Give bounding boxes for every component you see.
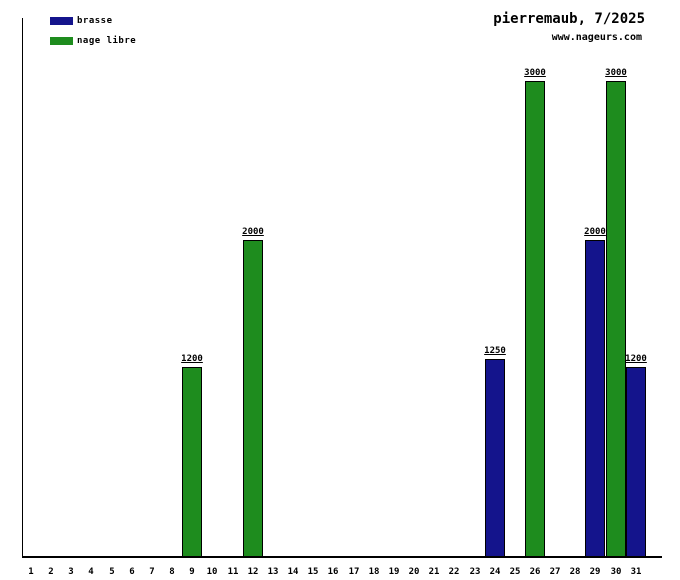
x-tick-label-3: 3 <box>68 567 74 577</box>
x-tick-label-2: 2 <box>48 567 54 577</box>
y-axis-line <box>22 18 23 557</box>
x-tick-label-10: 10 <box>206 567 218 577</box>
legend-swatch-nage-libre <box>50 37 73 45</box>
x-tick-label-1: 1 <box>28 567 34 577</box>
bar-day-31 <box>626 367 646 557</box>
x-tick-label-28: 28 <box>569 567 581 577</box>
legend-label-nage-libre: nage libre <box>77 36 137 46</box>
legend-swatch-brasse <box>50 17 73 25</box>
x-tick-label-15: 15 <box>307 567 319 577</box>
bar-day-9 <box>182 367 202 557</box>
bar-day-26 <box>525 81 545 557</box>
x-tick-label-31: 31 <box>630 567 642 577</box>
legend-item-brasse: brasse <box>50 16 136 26</box>
bar-day-24 <box>485 359 505 557</box>
bar-day-29 <box>585 240 605 557</box>
x-tick-label-18: 18 <box>368 567 380 577</box>
x-tick-label-30: 30 <box>610 567 622 577</box>
chart-subtitle: www.nageurs.com <box>551 32 642 43</box>
x-tick-label-8: 8 <box>169 567 175 577</box>
x-tick-label-27: 27 <box>549 567 561 577</box>
x-tick-label-4: 4 <box>88 567 94 577</box>
x-tick-label-11: 11 <box>227 567 239 577</box>
x-tick-label-5: 5 <box>109 567 115 577</box>
x-tick-label-26: 26 <box>529 567 541 577</box>
bar-day-30 <box>606 81 626 557</box>
x-tick-label-9: 9 <box>189 567 195 577</box>
x-tick-label-14: 14 <box>287 567 299 577</box>
x-tick-label-29: 29 <box>589 567 601 577</box>
x-tick-label-6: 6 <box>129 567 135 577</box>
x-tick-label-24: 24 <box>489 567 501 577</box>
x-tick-label-23: 23 <box>469 567 481 577</box>
bar-value-label: 1200 <box>181 354 203 364</box>
x-tick-label-20: 20 <box>408 567 420 577</box>
x-axis-line <box>22 556 662 558</box>
bar-value-label: 3000 <box>605 68 627 78</box>
x-tick-label-7: 7 <box>149 567 155 577</box>
x-tick-label-25: 25 <box>509 567 521 577</box>
legend: brasse nage libre <box>50 16 136 56</box>
x-tick-label-16: 16 <box>327 567 339 577</box>
legend-label-brasse: brasse <box>77 16 113 26</box>
bar-value-label: 2000 <box>584 227 606 237</box>
bar-value-label: 1200 <box>625 354 647 364</box>
chart-title: pierremaub, 7/2025 <box>493 11 645 27</box>
x-tick-label-17: 17 <box>348 567 360 577</box>
bar-day-12 <box>243 240 263 557</box>
bar-value-label: 3000 <box>524 68 546 78</box>
x-tick-label-12: 12 <box>247 567 259 577</box>
x-tick-label-19: 19 <box>388 567 400 577</box>
x-tick-label-22: 22 <box>448 567 460 577</box>
legend-item-nage-libre: nage libre <box>50 36 136 46</box>
x-tick-label-21: 21 <box>428 567 440 577</box>
x-tick-label-13: 13 <box>267 567 279 577</box>
bar-value-label: 1250 <box>484 346 506 356</box>
bar-value-label: 2000 <box>242 227 264 237</box>
